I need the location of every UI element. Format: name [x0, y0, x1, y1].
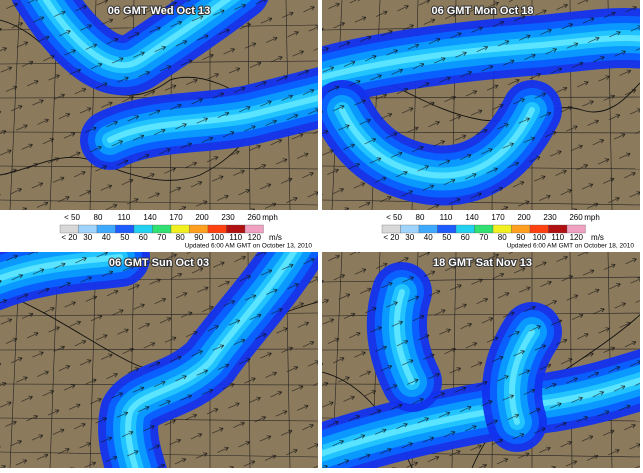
- legend-mph-label: 200: [195, 213, 209, 222]
- updated-note: Updated 6:00 AM GMT on October 18, 2010: [507, 243, 635, 250]
- legend-swatch: [511, 224, 531, 234]
- legend-mph-label: 140: [465, 213, 479, 222]
- wind-arrows: [322, 252, 640, 468]
- legend-ms-label: 50: [120, 233, 129, 242]
- legend-swatch: [381, 224, 401, 234]
- legend-ms-label: 100: [211, 233, 225, 242]
- legend-ms-label: < 20: [383, 233, 399, 242]
- legend-ms-label: < 20: [61, 233, 77, 242]
- legend-ms-label: 30: [405, 233, 414, 242]
- legend-swatch: [96, 224, 116, 234]
- legend-swatch: [59, 224, 79, 234]
- map-panel: 06 GMT Wed Oct 13: [0, 0, 318, 210]
- legend-ms-label: 80: [498, 233, 507, 242]
- legend-mph-label: 110: [440, 213, 453, 222]
- panel-title: 06 GMT Mon Oct 18: [431, 5, 533, 17]
- legend-swatch: [455, 224, 475, 234]
- panel-title: 06 GMT Wed Oct 13: [108, 5, 211, 17]
- legend-ms-label: 110: [229, 233, 242, 242]
- map-panel: 18 GMT Sat Nov 13: [322, 252, 640, 468]
- legend-swatch: [437, 224, 457, 234]
- legend-swatch: [529, 224, 549, 234]
- legend-ms-label: m/s: [591, 233, 604, 242]
- legend-swatch: [492, 224, 512, 234]
- legend-swatch: [115, 224, 135, 234]
- legend-mph-label: 80: [416, 213, 425, 222]
- legend-ms-label: m/s: [269, 233, 282, 242]
- legend-ms-label: 120: [248, 233, 262, 242]
- legend-mph-label: 260: [569, 213, 583, 222]
- legend-mph-label: 170: [169, 213, 183, 222]
- legend-swatch: [474, 224, 494, 234]
- legend-swatch: [400, 224, 420, 234]
- map-body: [0, 0, 318, 210]
- legend-ms-label: 120: [570, 233, 584, 242]
- legend-mph-label: 110: [118, 213, 131, 222]
- legend-swatch: [152, 224, 172, 234]
- legend-mph-label: mph: [262, 213, 278, 222]
- legend-mph-label: 170: [491, 213, 505, 222]
- panel-title: 18 GMT Sat Nov 13: [433, 257, 532, 269]
- legend-mph-label: 230: [543, 213, 557, 222]
- legend-ms-label: 100: [533, 233, 547, 242]
- legend-ms-label: 70: [157, 233, 166, 242]
- map-panel: 06 GMT Mon Oct 18: [322, 0, 640, 210]
- legend-ms-label: 60: [139, 233, 148, 242]
- updated-note: Updated 6:00 AM GMT on October 13, 2010: [185, 243, 313, 250]
- legend-ms-label: 90: [516, 233, 525, 242]
- legend-mph-label: 260: [247, 213, 261, 222]
- legend-swatch: [226, 224, 246, 234]
- legend-swatch: [207, 224, 227, 234]
- legend-mph-label: 140: [143, 213, 157, 222]
- legends: < 20 30 40 50 60 70 80 90 100 110 120 m/s < 50 80 110 1…: [59, 213, 635, 250]
- map-body: [322, 252, 640, 468]
- map-body: [0, 252, 318, 468]
- legend-swatch: [418, 224, 438, 234]
- legend-ms-label: 50: [442, 233, 451, 242]
- legend-ms-label: 90: [194, 233, 203, 242]
- legend-swatch: [133, 224, 153, 234]
- legend: < 20 30 40 50 60 70 80 90 100 110 120 m/s < 50 80 110 1…: [59, 213, 313, 250]
- legend-mph-label: 230: [221, 213, 235, 222]
- wind-arrows: [0, 252, 318, 468]
- wind-arrows: [322, 0, 640, 210]
- legend-mph-label: mph: [584, 213, 600, 222]
- wind-arrows: [0, 0, 318, 210]
- legend-ms-label: 30: [83, 233, 92, 242]
- legend-swatch: [566, 224, 586, 234]
- legend-ms-label: 80: [176, 233, 185, 242]
- legend-mph-label: 200: [517, 213, 531, 222]
- legend-swatch: [78, 224, 98, 234]
- map-panel: 06 GMT Sun Oct 03: [0, 252, 318, 468]
- panel-title: 06 GMT Sun Oct 03: [109, 257, 209, 269]
- legend-ms-label: 110: [551, 233, 564, 242]
- legend-swatch: [244, 224, 264, 234]
- legend-swatch: [189, 224, 209, 234]
- legend-swatch: [170, 224, 190, 234]
- legend-ms-label: 70: [479, 233, 488, 242]
- map-body: [322, 0, 640, 210]
- legend-mph-label: < 50: [386, 213, 402, 222]
- legend: < 20 30 40 50 60 70 80 90 100 110 120 m/s < 50 80 110 1…: [381, 213, 635, 250]
- legend-ms-label: 40: [424, 233, 433, 242]
- legend-swatch: [548, 224, 568, 234]
- legend-mph-label: < 50: [64, 213, 80, 222]
- legend-ms-label: 60: [461, 233, 470, 242]
- legend-ms-label: 40: [102, 233, 111, 242]
- legend-mph-label: 80: [94, 213, 103, 222]
